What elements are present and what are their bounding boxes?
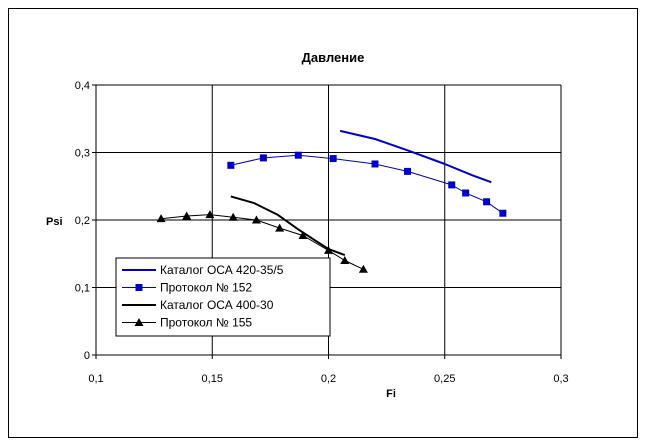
x-tick-label: 0,2	[321, 373, 336, 385]
y-tick-label: 0,2	[75, 215, 90, 227]
x-tick-label: 0,1	[88, 373, 103, 385]
y-axis-label: Psi	[46, 216, 63, 228]
chart-title: Давление	[302, 50, 365, 65]
x-tick-label: 0,3	[553, 373, 568, 385]
legend-label: Протокол № 155	[160, 316, 252, 330]
y-tick-label: 0,1	[75, 283, 90, 295]
x-tick-label: 0,25	[434, 373, 455, 385]
series-1	[339, 129, 492, 184]
data-point	[251, 215, 261, 224]
data-point	[404, 167, 412, 175]
data-point	[156, 214, 166, 223]
data-point	[462, 189, 470, 197]
data-point	[275, 223, 285, 232]
legend: Каталог ОСА 420-35/5 Протокол № 152 Катало…	[115, 257, 331, 337]
legend-swatch-marker	[134, 318, 144, 326]
data-point	[371, 160, 379, 168]
series-2	[227, 151, 507, 217]
y-tick-label: 0,3	[75, 148, 90, 160]
series-line	[161, 214, 364, 270]
data-point	[324, 245, 333, 254]
data-point	[227, 161, 235, 169]
data-point	[298, 231, 308, 240]
data-point	[259, 154, 267, 162]
data-point	[182, 211, 192, 220]
legend-label: Протокол № 152	[160, 281, 252, 295]
data-point	[483, 198, 491, 206]
x-tick-label: 0,15	[202, 373, 223, 385]
series-4	[156, 210, 368, 273]
data-point	[329, 155, 337, 163]
x-axis-label: Fi	[386, 388, 396, 400]
data-point	[499, 209, 507, 217]
data-point	[448, 181, 456, 189]
data-point	[294, 151, 302, 159]
series-line	[230, 154, 504, 214]
y-tick-label: 0	[84, 350, 90, 362]
data-point	[358, 264, 368, 273]
y-tick-label: 0,4	[75, 80, 90, 92]
legend-label: Каталог ОСА 420-35/5	[160, 263, 284, 277]
series-line	[339, 129, 492, 184]
data-point	[340, 256, 350, 264]
data-point	[228, 212, 238, 221]
legend-swatch-marker	[135, 284, 143, 291]
legend-label: Каталог ОСА 400-30	[160, 298, 274, 312]
data-point	[205, 210, 215, 219]
